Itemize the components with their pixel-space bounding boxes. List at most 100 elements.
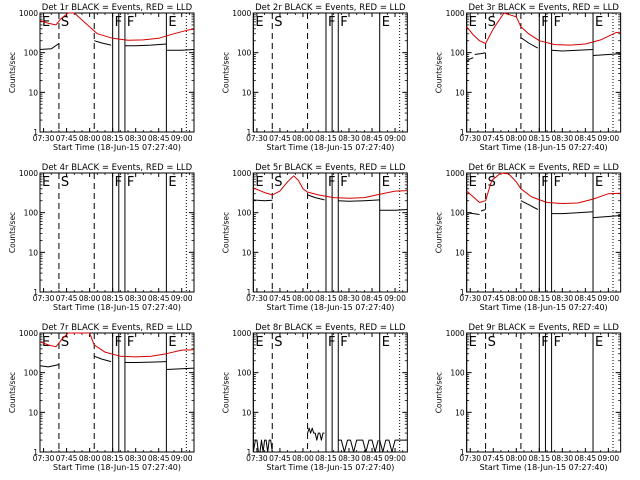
events-series-line	[94, 40, 112, 46]
x-tick-label: 07:45	[482, 134, 504, 143]
events-series-line	[39, 364, 60, 368]
x-tick-label: 08:45	[575, 294, 597, 303]
y-tick-label: 100	[450, 49, 465, 58]
events-series-line	[520, 200, 539, 210]
event-marker-label: E	[469, 15, 477, 30]
panel-title: Det 2r BLACK = Events, RED = LLD	[255, 3, 406, 13]
x-tick-label: 08:00	[79, 134, 101, 143]
x-tick-label: 07:30	[459, 454, 481, 463]
x-tick-label: 07:30	[246, 134, 268, 143]
y-tick-label: 10	[242, 88, 252, 97]
events-series-line	[166, 367, 195, 370]
y-tick-label: 1	[247, 128, 252, 137]
y-axis-label: Counts/sec	[8, 212, 17, 253]
x-tick-label: 07:45	[269, 134, 291, 143]
x-tick-label: 08:30	[338, 454, 360, 463]
x-tick-label: 07:30	[33, 454, 55, 463]
events-series-line	[94, 355, 112, 363]
x-tick-label: 08:15	[102, 134, 124, 143]
event-marker-label: S	[488, 175, 496, 190]
y-tick-label: 1000	[232, 329, 251, 338]
x-tick-label: 09:00	[384, 294, 406, 303]
x-axis-label: Start Time (18-Jun-15 07:27:40)	[480, 143, 608, 152]
events-series-line	[338, 439, 379, 453]
y-tick-label: 100	[24, 49, 39, 58]
event-marker-label: S	[488, 15, 496, 30]
x-tick-label: 08:00	[505, 294, 527, 303]
y-axis-label: Counts/sec	[8, 52, 17, 93]
y-tick-label: 1000	[19, 169, 38, 178]
x-tick-label: 07:30	[33, 294, 55, 303]
x-axis-label: Start Time (18-Jun-15 07:27:40)	[53, 463, 181, 472]
events-series-line	[592, 215, 621, 219]
events-series-line	[307, 427, 325, 441]
x-axis-label: Start Time (18-Jun-15 07:27:40)	[53, 303, 181, 312]
lld-series-line	[466, 172, 621, 204]
x-tick-label: 08:30	[552, 454, 574, 463]
event-marker-label: E	[595, 15, 603, 30]
x-tick-label: 08:15	[528, 454, 550, 463]
lld-series-line	[39, 12, 195, 41]
event-marker-label: F	[340, 175, 347, 190]
x-tick-label: 07:45	[56, 294, 78, 303]
x-tick-label: 08:45	[148, 454, 170, 463]
y-tick-label: 1	[33, 288, 38, 297]
x-tick-label: 08:00	[292, 454, 314, 463]
chart-panel: Det 7r BLACK = Events, RED = LLD 1 10 100 10…	[8, 323, 195, 472]
lld-series-line	[253, 175, 408, 199]
y-tick-label: 100	[24, 209, 39, 218]
y-axis-label: Counts/sec	[435, 372, 444, 413]
x-tick-label: 08:30	[125, 454, 147, 463]
event-marker-label: S	[61, 335, 69, 350]
x-tick-label: 08:00	[505, 134, 527, 143]
y-tick-label: 1000	[232, 169, 251, 178]
x-tick-label: 08:15	[315, 454, 337, 463]
y-axis-label: Counts/sec	[221, 372, 230, 413]
event-marker-label: F	[340, 335, 347, 350]
panel-title: Det 6r BLACK = Events, RED = LLD	[468, 163, 619, 173]
panel-title: Det 4r BLACK = Events, RED = LLD	[42, 163, 193, 173]
y-tick-label: 10	[242, 248, 252, 257]
events-series-line	[466, 57, 474, 62]
events-series-line	[39, 43, 60, 50]
events-series-line	[124, 43, 167, 47]
x-tick-label: 08:30	[125, 294, 147, 303]
chart-panel: Det 1r BLACK = Events, RED = LLD 1 10 100 10…	[8, 3, 195, 152]
chart-panel: Det 8r BLACK = Events, RED = LLD 1 10 100 10…	[221, 323, 408, 472]
x-tick-label: 07:45	[482, 294, 504, 303]
chart-panel: Det 5r BLACK = Events, RED = LLD 1 10 100 10…	[221, 163, 408, 312]
x-tick-label: 09:00	[171, 294, 193, 303]
x-tick-label: 08:15	[102, 454, 124, 463]
event-marker-label: S	[274, 335, 282, 350]
x-tick-label: 08:00	[505, 454, 527, 463]
y-tick-label: 10	[455, 88, 465, 97]
y-tick-label: 100	[24, 369, 39, 378]
event-marker-label: E	[382, 15, 390, 30]
x-tick-label: 08:45	[148, 134, 170, 143]
y-tick-label: 100	[450, 209, 465, 218]
panel-title: Det 5r BLACK = Events, RED = LLD	[255, 163, 406, 173]
y-tick-label: 10	[28, 88, 38, 97]
x-tick-label: 08:45	[361, 294, 383, 303]
events-series-line	[124, 361, 167, 363]
y-tick-label: 1	[247, 288, 252, 297]
chart-panel: Det 4r BLACK = Events, RED = LLD 1 10 100 10…	[8, 163, 195, 312]
event-marker-label: E	[168, 15, 176, 30]
events-series-line	[379, 209, 408, 211]
y-tick-label: 1	[33, 448, 38, 457]
events-series-line	[592, 53, 621, 56]
lld-series-line	[466, 12, 621, 46]
events-series-line	[551, 211, 594, 215]
event-marker-label: E	[42, 175, 50, 190]
event-marker-label: E	[255, 15, 263, 30]
chart-panel: Det 9r BLACK = Events, RED = LLD 1 10 100 10…	[435, 323, 622, 472]
y-tick-label: 10	[455, 248, 465, 257]
y-tick-label: 100	[237, 49, 252, 58]
x-tick-label: 07:30	[246, 294, 268, 303]
y-tick-label: 100	[237, 209, 252, 218]
y-axis-label: Counts/sec	[8, 372, 17, 413]
y-axis-label: Counts/sec	[435, 52, 444, 93]
x-tick-label: 07:45	[269, 294, 291, 303]
event-marker-label: F	[554, 15, 561, 30]
